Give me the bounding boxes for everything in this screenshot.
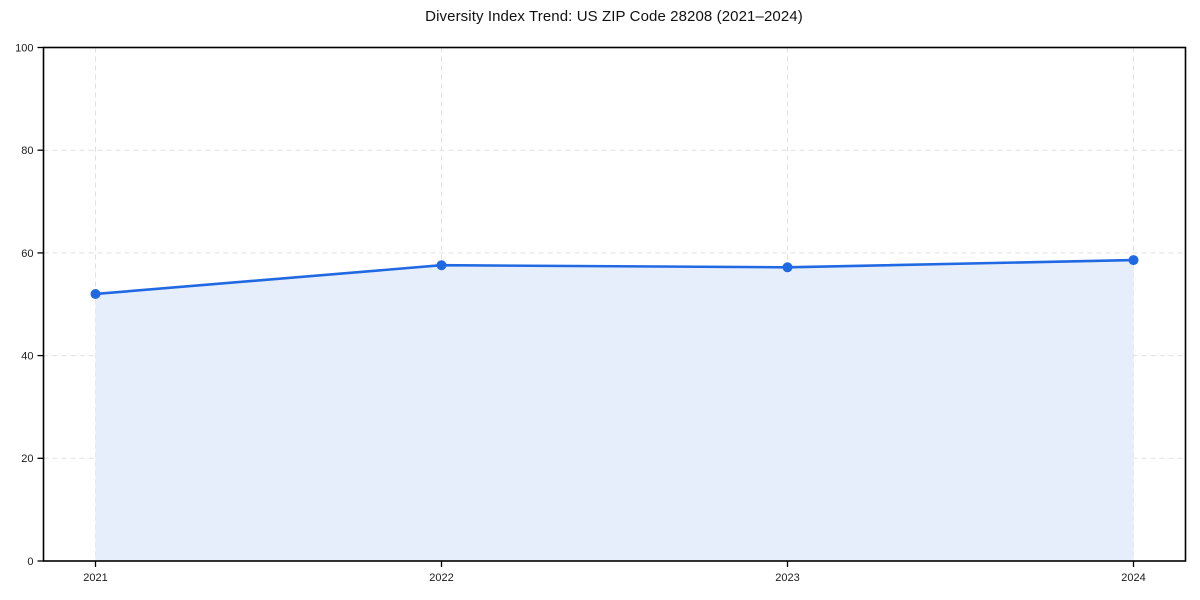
- data-point-2022: [436, 260, 447, 271]
- y-tick-label: 80: [21, 145, 33, 157]
- series-markers: [90, 255, 1139, 299]
- x-tick-label: 2024: [1121, 572, 1145, 584]
- y-tick-label: 100: [15, 42, 33, 54]
- chart-title: Diversity Index Trend: US ZIP Code 28208…: [425, 8, 803, 25]
- data-point-2021: [90, 288, 101, 299]
- y-tick-label: 20: [21, 453, 33, 465]
- y-tick-label: 60: [21, 248, 33, 260]
- series-area-fill: [95, 260, 1134, 561]
- x-tick-label: 2022: [429, 572, 453, 584]
- data-point-2023: [782, 262, 793, 273]
- series-line: [94, 258, 1135, 296]
- y-tick-label: 0: [27, 556, 33, 568]
- x-tick-label: 2021: [83, 572, 107, 584]
- x-tick-label: 2023: [775, 572, 799, 584]
- data-point-2024: [1128, 255, 1139, 266]
- plot-spines: [42, 46, 1187, 562]
- axis-ticks: 0 20 40 60 80 100 2021 2022 2023 2024: [15, 42, 1146, 584]
- y-tick-label: 40: [21, 350, 33, 362]
